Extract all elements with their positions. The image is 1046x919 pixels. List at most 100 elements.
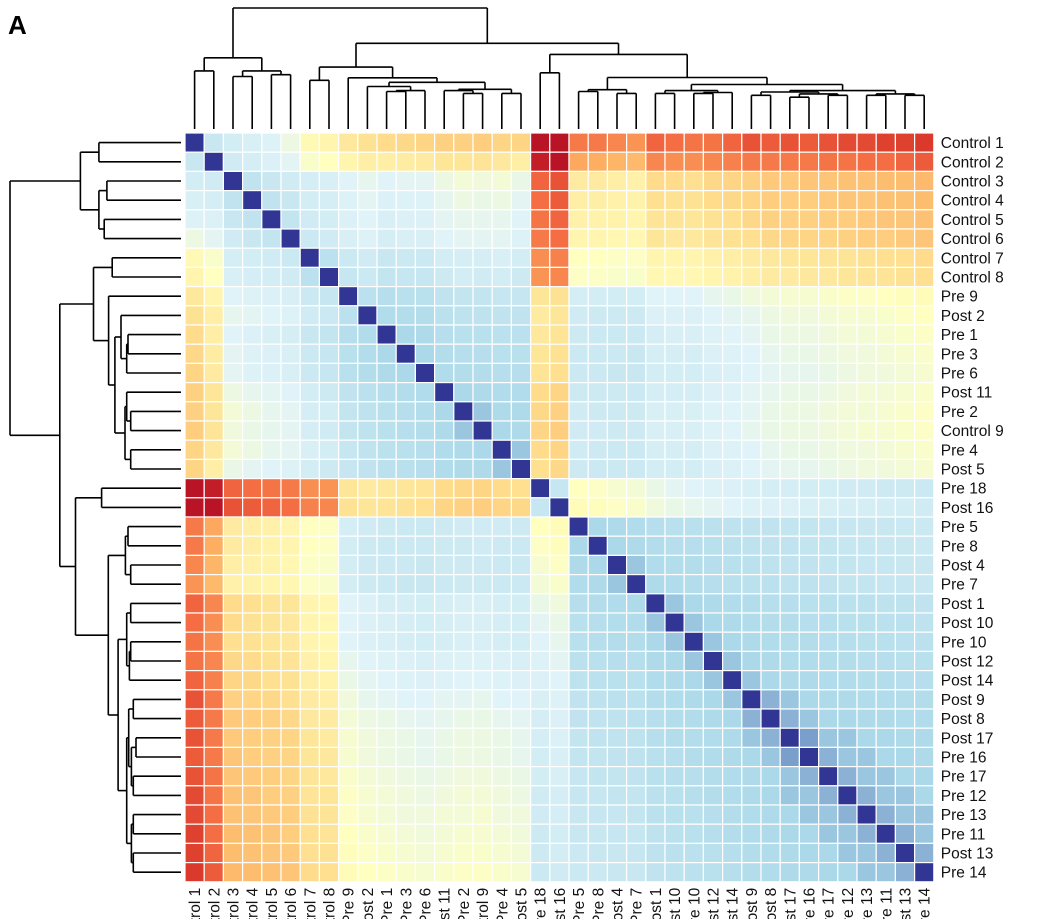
heatmap-cell (817, 343, 839, 365)
heatmap-cell (491, 286, 513, 307)
heatmap-cell (261, 478, 282, 499)
heatmap-cell (434, 286, 455, 307)
heatmap-cell (395, 823, 417, 845)
heatmap-cell (299, 324, 321, 345)
heatmap-cell (606, 439, 628, 461)
heatmap-cell (702, 842, 724, 864)
heatmap-cell (453, 669, 474, 691)
heatmap-cell (664, 151, 685, 172)
row-label: Pre 11 (941, 826, 986, 843)
heatmap-cell (299, 420, 321, 441)
heatmap-cell (913, 190, 935, 211)
heatmap-cell (779, 765, 801, 787)
heatmap-cell (184, 343, 205, 365)
heatmap-cell (203, 765, 224, 787)
heatmap-cell (203, 324, 224, 345)
heatmap-cell (741, 554, 762, 576)
heatmap-cell (280, 382, 301, 403)
heatmap-cell (549, 554, 570, 576)
heatmap-cell (913, 324, 935, 345)
heatmap-cell (606, 842, 628, 864)
heatmap-cell (741, 439, 762, 461)
heatmap-cell (222, 785, 244, 806)
heatmap-cell (376, 362, 397, 384)
heatmap-cell (222, 650, 244, 672)
heatmap-cell (779, 478, 801, 499)
heatmap-cell (242, 842, 263, 864)
heatmap-cell (875, 573, 897, 595)
heatmap-cell (472, 861, 493, 883)
heatmap-cell (491, 650, 513, 672)
heatmap-cell (760, 669, 781, 691)
heatmap-cell (894, 458, 916, 480)
heatmap-cell (357, 804, 378, 825)
heatmap-cell (664, 401, 685, 422)
heatmap-cell (625, 516, 647, 537)
heatmap-cell (837, 516, 858, 537)
heatmap-cell (625, 593, 647, 614)
heatmap-cell (837, 401, 858, 422)
heatmap-cell (721, 151, 743, 172)
row-label: Control 2 (941, 154, 1004, 171)
heatmap-cell (261, 151, 282, 172)
heatmap-cell (645, 151, 666, 172)
heatmap-cell (280, 478, 301, 499)
heatmap-cell (568, 631, 589, 653)
heatmap-cell (453, 823, 474, 845)
heatmap-cell (645, 286, 666, 307)
heatmap-cell (376, 746, 397, 768)
row-label: Control 9 (941, 423, 1004, 440)
heatmap-cell (683, 516, 705, 537)
heatmap-cell (568, 804, 589, 825)
heatmap-cell (472, 439, 493, 461)
heatmap-cell (203, 746, 224, 768)
heatmap-cell (856, 535, 877, 557)
heatmap-cell (875, 132, 897, 153)
heatmap-cell (683, 861, 705, 883)
heatmap-cell (203, 842, 224, 864)
heatmap-cell (453, 305, 474, 326)
heatmap-cell (645, 170, 666, 192)
heatmap-cell (318, 132, 340, 153)
heatmap-cell (184, 458, 205, 480)
row-label: Pre 7 (941, 577, 978, 594)
heatmap-cell (395, 842, 417, 864)
heatmap-cell (683, 765, 705, 787)
heatmap-cell (434, 650, 455, 672)
heatmap-cell (184, 305, 205, 326)
heatmap-cell (510, 708, 532, 729)
heatmap-cell (510, 247, 532, 268)
heatmap-cell (395, 861, 417, 883)
heatmap-cell (664, 190, 685, 211)
heatmap-cell (760, 765, 781, 787)
heatmap-cell (645, 247, 666, 268)
heatmap-cell (376, 554, 397, 576)
heatmap-cell (357, 785, 378, 806)
heatmap-cell (645, 324, 666, 345)
heatmap-cell (491, 785, 513, 806)
heatmap-cell (837, 593, 858, 614)
heatmap-cell (817, 209, 839, 230)
heatmap-cell (645, 861, 666, 883)
heatmap-cell (549, 170, 570, 192)
heatmap-cell (894, 209, 916, 230)
heatmap-cell (242, 247, 263, 268)
heatmap-cell (664, 861, 685, 883)
heatmap-cell (510, 151, 532, 172)
row-label: Post 11 (941, 385, 992, 402)
heatmap-cell (529, 305, 551, 326)
heatmap-cell (721, 286, 743, 307)
heatmap-cell (299, 401, 321, 422)
heatmap-cell (606, 458, 628, 480)
column-label: Pre 1 (379, 888, 396, 919)
heatmap-cell (414, 612, 436, 633)
heatmap-cell (721, 842, 743, 864)
heatmap-cell (741, 305, 762, 326)
heatmap-cell (529, 151, 551, 172)
heatmap-cell (453, 190, 474, 211)
row-label: Pre 18 (941, 481, 987, 498)
heatmap-cell (338, 439, 359, 461)
heatmap-cell (817, 727, 839, 749)
heatmap-cell (702, 554, 724, 576)
heatmap-cell (299, 266, 321, 288)
